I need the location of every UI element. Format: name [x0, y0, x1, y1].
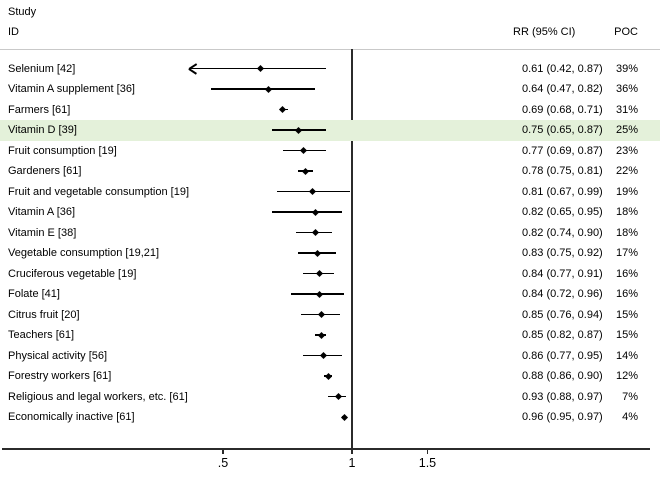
study-label: Citrus fruit [20]	[8, 308, 80, 321]
study-label: Teachers [61]	[8, 329, 75, 341]
effect-marker	[256, 64, 264, 73]
highlighted-row-band	[0, 119, 660, 141]
poc-value: 36%	[615, 83, 638, 95]
study-label: Vegetable consumption [19,21]	[8, 247, 160, 259]
rr-value: 0.96 (0.95, 0.97)	[522, 411, 603, 423]
study-label: Economically inactive [61]	[8, 411, 135, 423]
effect-marker	[313, 249, 321, 257]
poc-value: 12%	[615, 370, 638, 382]
study-label: Vitamin D [39]	[8, 124, 77, 136]
effect-marker	[334, 392, 343, 401]
poc-value: 39%	[615, 62, 638, 75]
effect-marker	[279, 105, 287, 114]
poc-value: 15%	[615, 329, 638, 341]
study-label: Religious and legal workers, etc. [61]	[8, 390, 188, 403]
effect-marker	[311, 228, 319, 237]
study-label: Vitamin A [36]	[8, 206, 76, 218]
rr-value: 0.85 (0.76, 0.94)	[522, 308, 603, 321]
x-axis-tick-label: .5	[217, 456, 229, 470]
poc-value: 16%	[615, 267, 638, 280]
study-label: Fruit consumption [19]	[8, 144, 117, 157]
effect-marker	[299, 146, 307, 155]
poc-value: 7%	[622, 390, 638, 403]
x-axis-tick-label: 1.5	[418, 456, 437, 470]
rr-value: 0.88 (0.86, 0.90)	[522, 370, 603, 382]
study-label: Fruit and vegetable consumption [19]	[8, 185, 190, 198]
effect-marker	[309, 187, 317, 196]
reference-line-rr-1	[351, 49, 353, 448]
rr-value: 0.75 (0.65, 0.87)	[522, 124, 603, 136]
rr-value: 0.84 (0.72, 0.96)	[522, 288, 603, 300]
study-label: Folate [41]	[8, 288, 60, 300]
study-label: Selenium [42]	[8, 62, 76, 75]
rr-value: 0.82 (0.65, 0.95)	[522, 206, 603, 218]
poc-value: 15%	[615, 308, 638, 321]
effect-marker	[324, 372, 332, 380]
rr-value: 0.83 (0.75, 0.92)	[522, 247, 603, 259]
rr-value: 0.85 (0.82, 0.87)	[522, 329, 603, 341]
rr-value: 0.86 (0.77, 0.95)	[522, 349, 603, 362]
poc-value: 14%	[615, 349, 638, 362]
effect-marker	[320, 351, 328, 360]
study-label: Gardeners [61]	[8, 165, 82, 177]
effect-marker	[302, 167, 310, 175]
rr-value: 0.78 (0.75, 0.81)	[522, 165, 603, 177]
poc-value: 16%	[615, 288, 638, 300]
effect-marker	[318, 310, 326, 319]
column-header-id: ID	[8, 26, 19, 38]
rr-value: 0.69 (0.68, 0.71)	[522, 103, 603, 116]
rr-value: 0.64 (0.47, 0.82)	[522, 83, 603, 95]
rr-value: 0.84 (0.77, 0.91)	[522, 267, 603, 280]
x-axis-tick	[222, 448, 224, 454]
effect-marker	[265, 85, 273, 93]
poc-value: 18%	[615, 226, 638, 239]
x-axis-line	[2, 448, 650, 450]
study-label: Vitamin E [38]	[8, 226, 77, 239]
ci-line	[271, 211, 343, 213]
effect-marker	[316, 269, 324, 278]
study-label: Forestry workers [61]	[8, 370, 112, 382]
study-label: Vitamin A supplement [36]	[8, 83, 135, 95]
poc-value: 4%	[622, 411, 638, 423]
header-divider-line	[0, 49, 660, 50]
effect-marker	[316, 290, 324, 298]
poc-value: 19%	[615, 185, 638, 198]
effect-marker	[318, 331, 326, 339]
rr-value: 0.82 (0.74, 0.90)	[522, 226, 603, 239]
rr-value: 0.61 (0.42, 0.87)	[522, 62, 603, 75]
rr-value: 0.81 (0.67, 0.99)	[522, 185, 603, 198]
poc-value: 18%	[615, 206, 638, 218]
effect-marker	[340, 413, 348, 421]
effect-marker	[311, 208, 319, 216]
poc-value: 17%	[615, 247, 638, 259]
column-header-rr: RR (95% CI)	[513, 26, 576, 38]
rr-value: 0.77 (0.69, 0.87)	[522, 144, 603, 157]
study-label: Cruciferous vegetable [19]	[8, 267, 137, 280]
study-label: Physical activity [56]	[8, 349, 108, 362]
poc-value: 23%	[615, 144, 638, 157]
x-axis-tick	[351, 448, 353, 454]
study-label: Farmers [61]	[8, 103, 71, 116]
poc-value: 31%	[615, 103, 638, 116]
rr-value: 0.93 (0.88, 0.97)	[522, 390, 603, 403]
poc-value: 25%	[615, 124, 638, 136]
column-header-study: Study	[8, 6, 37, 18]
ci-line	[211, 88, 316, 90]
column-header-poc: POC	[614, 26, 638, 38]
poc-value: 22%	[615, 165, 638, 177]
x-axis-tick	[426, 448, 429, 454]
x-axis-tick-label: 1	[348, 456, 356, 470]
